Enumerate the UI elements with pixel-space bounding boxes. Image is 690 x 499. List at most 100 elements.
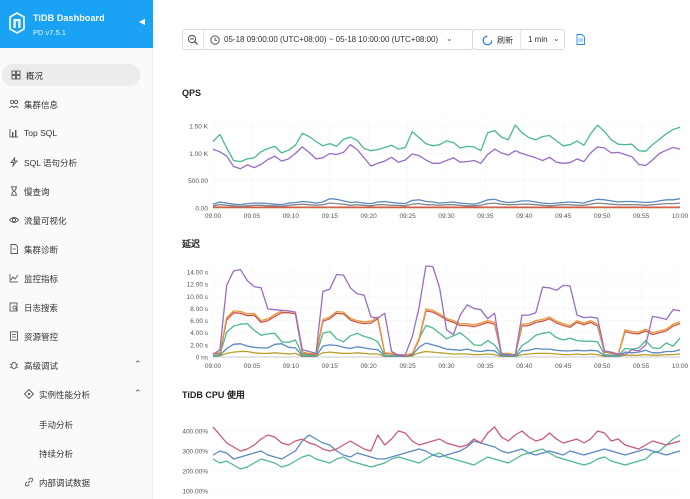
y-tick-label: 14.00 s xyxy=(187,270,209,277)
bar-chart-icon xyxy=(9,129,18,138)
sidebar-item-diagnose[interactable]: 集群诊断 xyxy=(0,238,153,260)
overview-icon xyxy=(11,70,21,80)
chevron-down-icon: ⌄ xyxy=(446,34,453,43)
sidebar-item-monitoring[interactable]: 监控指标 xyxy=(0,267,153,289)
series-line-2 xyxy=(212,308,681,356)
series-line-3 xyxy=(212,434,681,470)
y-tick-label: 0 ns xyxy=(196,355,209,362)
log-search-icon xyxy=(9,302,18,312)
x-tick-label: 09:10 xyxy=(283,363,300,370)
series-line-4 xyxy=(212,322,681,357)
sidebar-item-label: 实例性能分析 xyxy=(39,390,91,400)
series-line-1 xyxy=(212,426,681,452)
x-tick-label: 09:25 xyxy=(399,213,416,220)
document-icon[interactable] xyxy=(576,34,585,45)
divider xyxy=(203,30,204,49)
chart-title-qps: QPS xyxy=(182,88,202,98)
x-tick-label: 09:20 xyxy=(361,213,378,220)
x-tick-label: 09:40 xyxy=(516,363,533,370)
x-tick-label: 09:55 xyxy=(633,363,650,370)
resource-icon xyxy=(10,331,18,341)
sidebar-item-slow-query[interactable]: 慢查询 xyxy=(0,180,153,202)
x-tick-label: 09:35 xyxy=(477,213,494,220)
clock-icon xyxy=(210,35,220,45)
chevron-down-icon: ⌄ xyxy=(553,34,560,43)
app-title: TiDB Dashboard xyxy=(33,13,105,23)
lightning-icon xyxy=(10,157,18,167)
series-line-5 xyxy=(212,342,681,358)
sidebar-item-label: 手动分析 xyxy=(39,420,74,430)
x-tick-label: 09:00 xyxy=(205,363,222,370)
y-tick-label: 200.00% xyxy=(182,469,208,476)
refresh-button[interactable]: 刷新 xyxy=(497,36,513,45)
eye-icon xyxy=(9,217,19,223)
y-tick-label: 100.00% xyxy=(182,489,208,496)
chevron-up-icon: ⌃ xyxy=(134,359,142,369)
zoom-out-icon[interactable] xyxy=(187,34,199,46)
sidebar: TiDB Dashboard PD v7.5.1 ◀ 概况集群信息 Top SQL… xyxy=(0,0,153,499)
x-tick-label: 09:30 xyxy=(438,213,455,220)
x-tick-label: 09:15 xyxy=(322,363,339,370)
sidebar-item-continuous-profiling[interactable]: 持续分析 xyxy=(0,442,153,464)
y-tick-label: 1.00 K xyxy=(189,151,208,158)
time-range-picker[interactable]: 05-18 09:00:00 (UTC+08:00) ~ 05-18 10:00… xyxy=(182,29,473,50)
y-tick-label: 400.00% xyxy=(182,429,208,436)
profiling-icon xyxy=(24,389,34,399)
sidebar-item-overview[interactable]: 概况 xyxy=(2,64,140,86)
x-tick-label: 09:55 xyxy=(633,213,650,220)
refresh-control[interactable]: 刷新 1 min ⌄ xyxy=(472,29,565,50)
time-range-text: 05-18 09:00:00 (UTC+08:00) ~ 05-18 10:00… xyxy=(224,35,439,44)
series-line-2 xyxy=(212,144,681,170)
series-line-2 xyxy=(212,434,681,460)
sidebar-item-label: 慢查询 xyxy=(24,187,50,197)
sidebar-item-label: 流量可视化 xyxy=(24,216,67,226)
collapse-sidebar-icon[interactable]: ◀ xyxy=(138,17,145,26)
y-tick-label: 12.00 s xyxy=(187,282,209,289)
x-tick-label: 09:50 xyxy=(594,213,611,220)
chevron-up-icon: ⌃ xyxy=(134,388,142,398)
x-tick-label: 09:25 xyxy=(399,363,416,370)
cluster-icon xyxy=(9,99,19,109)
hourglass-icon xyxy=(11,186,17,196)
y-tick-label: 10.00 s xyxy=(187,294,209,301)
chart-title-tidb-cpu: TiDB CPU 使用 xyxy=(182,390,245,400)
x-tick-label: 10:00 xyxy=(672,213,689,220)
y-tick-label: 8.00 s xyxy=(190,306,208,313)
series-line-3 xyxy=(212,198,681,206)
sidebar-item-label: Top SQL xyxy=(24,128,58,138)
x-tick-label: 09:45 xyxy=(555,213,572,220)
sidebar-item-label: 日志搜索 xyxy=(24,303,59,313)
y-tick-label: 1.50 K xyxy=(189,124,208,131)
sidebar-item-search-logs[interactable]: 日志搜索 xyxy=(0,296,153,318)
bug-icon xyxy=(9,361,19,370)
file-icon xyxy=(10,244,18,254)
refresh-interval-select[interactable]: 1 min xyxy=(528,35,548,44)
sidebar-item-manual-profiling[interactable]: 手动分析 xyxy=(0,413,153,435)
sidebar-item-label: 集群诊断 xyxy=(24,245,59,255)
brand-header: TiDB Dashboard PD v7.5.1 ◀ xyxy=(0,0,153,48)
x-tick-label: 09:05 xyxy=(244,363,261,370)
sidebar-item-sql-statements[interactable]: SQL 语句分析 xyxy=(0,151,153,173)
divider xyxy=(520,30,521,49)
sidebar-item-label: SQL 语句分析 xyxy=(24,158,78,168)
x-tick-label: 09:10 xyxy=(283,213,300,220)
sidebar-item-label: 监控指标 xyxy=(24,274,59,284)
y-tick-label: 300.00% xyxy=(182,449,208,456)
y-tick-label: 6.00 s xyxy=(190,318,208,325)
sidebar-item-debug[interactable]: 高级调试 ⌃ xyxy=(0,354,153,376)
link-icon xyxy=(24,477,34,487)
sidebar-item-instance-profiling[interactable]: 实例性能分析 ⌃ xyxy=(0,383,153,405)
x-tick-label: 09:35 xyxy=(477,363,494,370)
x-tick-label: 09:15 xyxy=(322,213,339,220)
sidebar-item-cluster-info[interactable]: 集群信息 xyxy=(0,93,153,115)
series-line-4 xyxy=(212,202,681,208)
sidebar-item-label: 集群信息 xyxy=(24,100,59,110)
sidebar-item-debug-api[interactable]: 内部调试数据 xyxy=(0,471,153,493)
x-tick-label: 09:20 xyxy=(361,363,378,370)
sidebar-item-key-viz[interactable]: 流量可视化 xyxy=(0,209,153,231)
sidebar-item-label: 内部调试数据 xyxy=(39,478,91,488)
refresh-spinner-icon xyxy=(482,35,493,46)
sidebar-item-top-sql[interactable]: Top SQL xyxy=(0,122,153,144)
sidebar-item-resource-manager[interactable]: 资源管控 xyxy=(0,325,153,347)
